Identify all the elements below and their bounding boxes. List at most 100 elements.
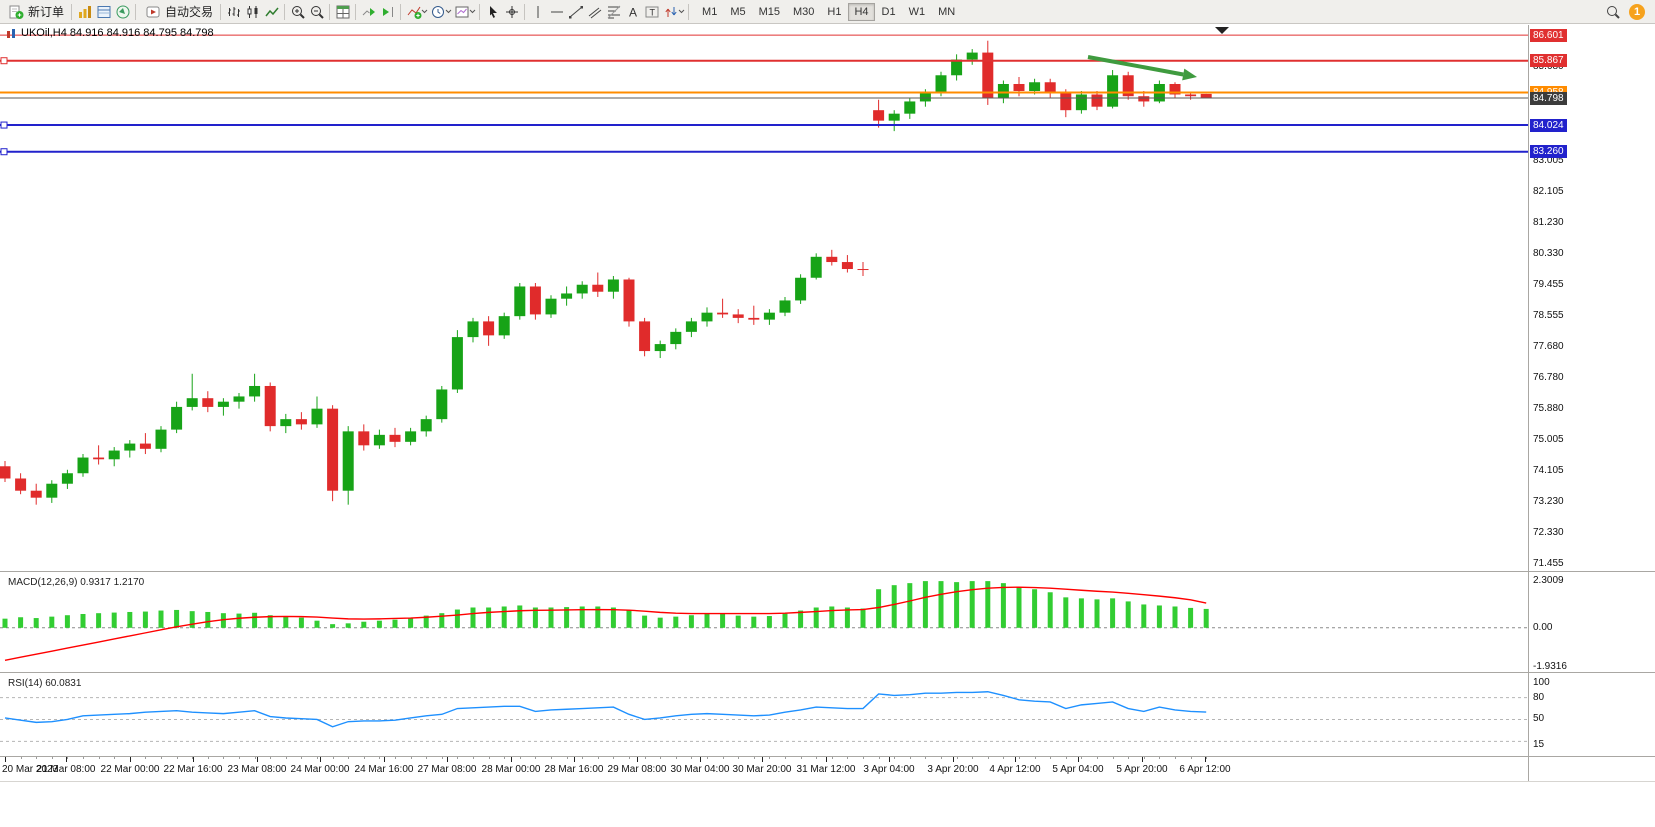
fibonacci-icon[interactable]: [604, 3, 623, 21]
candle-body: [77, 457, 89, 474]
candle-body: [1138, 96, 1150, 102]
macd-panel[interactable]: [0, 575, 1528, 672]
search-icon[interactable]: [1603, 3, 1622, 21]
macd-bar: [595, 606, 601, 628]
hline-handle[interactable]: [0, 57, 8, 65]
candle-body: [327, 408, 339, 491]
candle-body: [202, 398, 214, 407]
indicators-dropdown-caret[interactable]: [421, 9, 428, 14]
time-major-tick: [447, 757, 448, 762]
notification-badge[interactable]: 1: [1629, 3, 1645, 20]
zoom-in-icon[interactable]: [288, 3, 307, 21]
candle-body: [545, 298, 557, 315]
candle-body: [873, 110, 885, 121]
price-tick: 76.780: [1533, 371, 1564, 383]
time-minor-tick: [504, 757, 506, 759]
panel-separator[interactable]: [0, 571, 1655, 572]
rsi-panel[interactable]: [0, 676, 1528, 756]
timeframe-D1[interactable]: D1: [881, 5, 896, 18]
time-major-tick: [953, 757, 954, 762]
market-watch-icon[interactable]: [75, 3, 94, 21]
timeframe-M30[interactable]: M30: [793, 5, 815, 18]
timeframe-H1[interactable]: H1: [827, 5, 842, 18]
timeframe-W1[interactable]: W1: [908, 5, 926, 18]
trend-arrow-head[interactable]: [1182, 68, 1197, 81]
macd-bar: [392, 619, 398, 628]
templates-icon[interactable]: [452, 3, 471, 21]
macd-bar: [283, 616, 289, 628]
candle-body: [623, 279, 635, 322]
time-minor-tick: [675, 757, 677, 759]
candle-body: [904, 101, 916, 114]
new-order-button[interactable]: 新订单: [2, 2, 68, 22]
timeframe-M5[interactable]: M5: [730, 5, 746, 18]
hline-handle[interactable]: [0, 148, 8, 156]
data-window-icon[interactable]: [94, 3, 113, 21]
bar-chart-icon[interactable]: [224, 3, 243, 21]
crosshair-icon[interactable]: [502, 3, 521, 21]
tile-windows-icon[interactable]: [333, 3, 352, 21]
candle-body: [467, 321, 479, 338]
timeframe-M15[interactable]: M15: [758, 5, 780, 18]
time-major-tick: [889, 757, 890, 762]
horizontal-line-icon[interactable]: [547, 3, 566, 21]
macd-bar: [969, 581, 975, 628]
price-tick: 78.555: [1533, 309, 1564, 321]
periods-icon[interactable]: [428, 3, 447, 21]
time-label: 31 Mar 12:00: [796, 764, 856, 775]
vertical-line-icon[interactable]: [528, 3, 547, 21]
candle-body: [264, 385, 276, 427]
rsi-label: RSI(14) 60.0831: [8, 678, 82, 689]
macd-bar: [704, 613, 710, 628]
candle-body: [919, 92, 931, 102]
auto-scroll-icon[interactable]: [359, 3, 378, 21]
time-minor-tick: [707, 757, 708, 759]
macd-bar: [501, 606, 507, 628]
time-major-tick: [1205, 757, 1206, 762]
chart-shift-icon[interactable]: [378, 3, 397, 21]
text-label-icon[interactable]: T: [642, 3, 661, 21]
macd-bar: [626, 610, 632, 628]
macd-bar: [938, 581, 944, 628]
zoom-out-icon[interactable]: [307, 3, 326, 21]
panel-separator[interactable]: [0, 672, 1655, 673]
macd-bar: [548, 607, 554, 628]
time-minor-tick: [270, 757, 272, 759]
macd-bar: [470, 607, 476, 628]
trendline-icon[interactable]: [566, 3, 585, 21]
macd-bar: [158, 610, 164, 628]
channel-icon[interactable]: [585, 3, 604, 21]
time-minor-tick: [83, 757, 84, 759]
hline-handle[interactable]: [0, 121, 8, 129]
text-tool-icon[interactable]: A: [623, 3, 642, 21]
rsi-axis-tick: 80: [1533, 691, 1545, 703]
candlestick-chart-icon[interactable]: [243, 3, 262, 21]
periods-dropdown-caret[interactable]: [445, 9, 452, 14]
time-minor-tick: [847, 757, 849, 759]
time-minor-tick: [894, 757, 896, 759]
price-tick: 71.455: [1533, 557, 1564, 569]
arrows-dropdown-caret[interactable]: [678, 9, 685, 14]
axis-bottom-line: [0, 781, 1655, 782]
timeframe-H4[interactable]: H4: [848, 2, 875, 21]
templates-dropdown-caret[interactable]: [469, 9, 476, 14]
time-minor-tick: [395, 757, 396, 759]
price-chart[interactable]: [0, 25, 1528, 571]
timeframe-M1[interactable]: M1: [702, 5, 718, 18]
arrows-tool-icon[interactable]: [661, 3, 680, 21]
candle-body: [389, 434, 401, 442]
time-minor-tick: [348, 757, 350, 759]
line-chart-icon[interactable]: [262, 3, 281, 21]
scroll-end-marker[interactable]: [1215, 27, 1229, 34]
macd-bar: [361, 621, 367, 628]
cursor-icon[interactable]: [483, 3, 502, 21]
macd-axis-tick: 2.3009: [1533, 575, 1564, 587]
indicators-icon[interactable]: [404, 3, 423, 21]
trend-arrow[interactable]: [1087, 55, 1184, 77]
navigator-icon[interactable]: [113, 3, 132, 21]
time-label: 24 Mar 16:00: [354, 764, 414, 775]
candle-body: [15, 478, 27, 491]
timeframe-MN[interactable]: MN: [938, 5, 956, 18]
time-minor-tick: [800, 757, 802, 759]
auto-trading-button[interactable]: 自动交易: [139, 2, 217, 22]
